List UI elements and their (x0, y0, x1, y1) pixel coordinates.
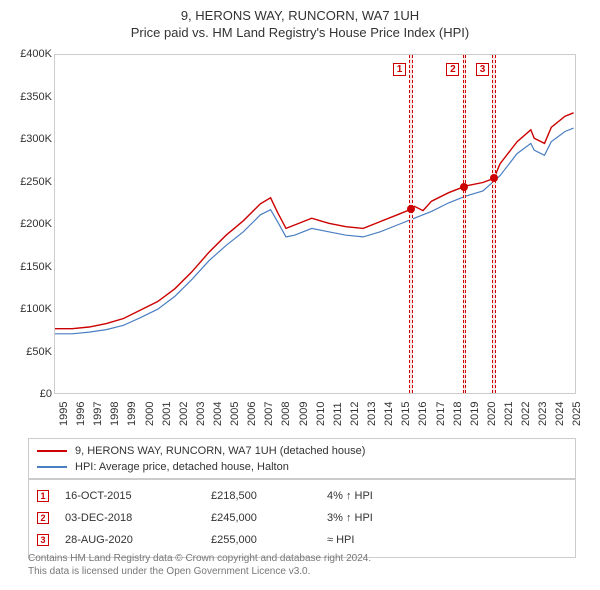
y-tick-label: £0 (40, 388, 52, 400)
x-tick-label: 2023 (537, 402, 549, 426)
sale-marker-dot (460, 183, 468, 191)
marker-number-square: 3 (37, 534, 49, 546)
y-tick-label: £400K (20, 48, 52, 60)
chart-title-main: 9, HERONS WAY, RUNCORN, WA7 1UH (10, 8, 590, 23)
marker-date: 16-OCT-2015 (65, 490, 195, 502)
x-tick-label: 2008 (280, 402, 292, 426)
x-tick-label: 2022 (520, 402, 532, 426)
x-tick-label: 2010 (315, 402, 327, 426)
highlight-band (463, 55, 466, 393)
marker-table: 1 16-OCT-2015 £218,500 4% ↑ HPI 2 03-DEC-2018… (28, 478, 576, 558)
legend-label: HPI: Average price, detached house, Halt… (75, 461, 289, 473)
highlight-band-label: 1 (393, 63, 406, 76)
x-tick-label: 2019 (469, 402, 481, 426)
x-tick-label: 2017 (435, 402, 447, 426)
marker-date: 03-DEC-2018 (65, 512, 195, 524)
x-tick-label: 2020 (486, 402, 498, 426)
attribution-line2: This data is licensed under the Open Gov… (28, 565, 371, 578)
marker-date: 28-AUG-2020 (65, 534, 195, 546)
marker-table-row: 3 28-AUG-2020 £255,000 ≈ HPI (37, 529, 567, 551)
y-tick-label: £100K (20, 303, 52, 315)
legend-row: HPI: Average price, detached house, Halt… (37, 459, 567, 475)
x-tick-label: 2013 (366, 402, 378, 426)
highlight-band (409, 55, 412, 393)
x-tick-label: 1998 (109, 402, 121, 426)
x-tick-label: 2015 (400, 402, 412, 426)
legend-swatch (37, 450, 67, 452)
y-tick-label: £200K (20, 218, 52, 230)
x-tick-label: 2005 (229, 402, 241, 426)
x-tick-label: 1999 (126, 402, 138, 426)
sale-marker-dot (490, 174, 498, 182)
x-tick-label: 2006 (246, 402, 258, 426)
x-tick-label: 2011 (332, 402, 344, 426)
x-tick-label: 2012 (349, 402, 361, 426)
legend-box: 9, HERONS WAY, RUNCORN, WA7 1UH (detache… (28, 438, 576, 480)
attribution-line1: Contains HM Land Registry data © Crown c… (28, 552, 371, 565)
y-tick-label: £50K (26, 346, 52, 358)
sale-marker-dot (407, 205, 415, 213)
x-tick-label: 2009 (298, 402, 310, 426)
marker-price: £255,000 (211, 534, 311, 546)
x-tick-label: 1997 (92, 402, 104, 426)
marker-number-square: 1 (37, 490, 49, 502)
chart-series-line (55, 128, 574, 334)
x-tick-label: 2007 (263, 402, 275, 426)
highlight-band-label: 3 (476, 63, 489, 76)
x-tick-label: 1996 (75, 402, 87, 426)
x-tick-label: 2003 (195, 402, 207, 426)
y-tick-label: £150K (20, 261, 52, 273)
attribution-text: Contains HM Land Registry data © Crown c… (28, 552, 371, 578)
chart-plot-area: 1 2 3 (54, 54, 576, 394)
y-tick-label: £350K (20, 91, 52, 103)
marker-pct: ≈ HPI (327, 534, 567, 546)
x-tick-label: 2004 (212, 402, 224, 426)
chart-title-sub: Price paid vs. HM Land Registry's House … (10, 25, 590, 40)
x-tick-label: 1995 (58, 402, 70, 426)
legend-label: 9, HERONS WAY, RUNCORN, WA7 1UH (detache… (75, 445, 365, 457)
x-tick-label: 2001 (161, 402, 173, 426)
marker-price: £218,500 (211, 490, 311, 502)
highlight-band-label: 2 (446, 63, 459, 76)
y-tick-label: £250K (20, 176, 52, 188)
marker-table-row: 2 03-DEC-2018 £245,000 3% ↑ HPI (37, 507, 567, 529)
x-tick-label: 2002 (178, 402, 190, 426)
x-tick-label: 2024 (554, 402, 566, 426)
chart-series-line (55, 113, 574, 329)
marker-number-square: 2 (37, 512, 49, 524)
x-tick-label: 2018 (452, 402, 464, 426)
x-tick-label: 2000 (144, 402, 156, 426)
legend-swatch (37, 466, 67, 468)
x-tick-label: 2014 (383, 402, 395, 426)
chart-title-block: 9, HERONS WAY, RUNCORN, WA7 1UH Price pa… (0, 0, 600, 44)
x-tick-label: 2025 (571, 402, 583, 426)
marker-pct: 3% ↑ HPI (327, 512, 567, 524)
chart-svg (55, 55, 577, 395)
legend-row: 9, HERONS WAY, RUNCORN, WA7 1UH (detache… (37, 443, 567, 459)
marker-table-row: 1 16-OCT-2015 £218,500 4% ↑ HPI (37, 485, 567, 507)
marker-pct: 4% ↑ HPI (327, 490, 567, 502)
y-tick-label: £300K (20, 133, 52, 145)
x-tick-label: 2021 (503, 402, 515, 426)
highlight-band (492, 55, 495, 393)
x-tick-label: 2016 (417, 402, 429, 426)
marker-price: £245,000 (211, 512, 311, 524)
